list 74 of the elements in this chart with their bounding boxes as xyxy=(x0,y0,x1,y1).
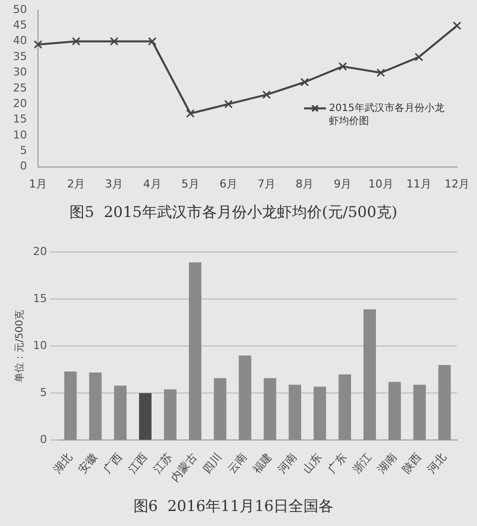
x-tick-label: 湖南 xyxy=(375,450,400,476)
x-tick-label: 4月 xyxy=(143,177,162,190)
x-tick-label: 云南 xyxy=(225,450,250,476)
y-tick-label: 20 xyxy=(32,244,47,258)
text: 图5 2015年武汉市各月份小龙虾均价(元/500克) xyxy=(70,202,398,221)
bar xyxy=(363,309,376,440)
x-tick-label: 四川 xyxy=(200,450,225,476)
bar xyxy=(338,374,352,440)
x-tick-label: 10月 xyxy=(368,177,394,190)
y-tick-label: 15 xyxy=(12,112,27,126)
x-tick-label: 安徽 xyxy=(76,450,100,476)
x-tick-label: 湖北 xyxy=(50,450,75,476)
point xyxy=(110,37,118,46)
x-tick-label: 广东 xyxy=(325,450,350,476)
bar xyxy=(139,393,152,440)
y-tick-label: 35 xyxy=(12,50,27,63)
y-tick-label: 40 xyxy=(12,34,27,48)
bar xyxy=(413,384,426,440)
point xyxy=(414,52,424,62)
bar xyxy=(288,384,302,440)
y-tick-label: 5 xyxy=(40,386,47,400)
bar xyxy=(314,386,326,440)
bar xyxy=(64,372,77,440)
y-tick-label: 0 xyxy=(40,433,47,446)
point xyxy=(376,68,386,78)
x-tick-label: 3月 xyxy=(105,177,124,190)
x-tick-label: 河南 xyxy=(275,450,300,476)
x-tick-label: 7月 xyxy=(258,177,276,190)
bar xyxy=(188,262,202,440)
point xyxy=(300,78,309,86)
x-tick-label: 8月 xyxy=(296,177,314,190)
x-tick-label: 9月 xyxy=(334,177,352,190)
point xyxy=(72,37,80,46)
y-tick-label: 5 xyxy=(20,144,27,157)
y-axis-title: 单位：元/500克 xyxy=(14,310,26,382)
x-tick-label: 山东 xyxy=(300,450,324,476)
bar xyxy=(214,378,226,440)
point xyxy=(262,90,271,99)
x-tick-label: 江西 xyxy=(126,450,150,476)
point xyxy=(224,100,233,108)
x-tick-label: 5月 xyxy=(181,177,200,190)
x-tick-label: 6月 xyxy=(219,177,238,190)
y-tick-label: 20 xyxy=(12,96,27,110)
point xyxy=(148,37,157,46)
bar xyxy=(388,382,401,440)
y-tick-label: 0 xyxy=(20,160,27,173)
x-tick-label: 1月 xyxy=(28,177,47,190)
x-tick-label: 福建 xyxy=(250,450,274,476)
legend-label: 2015年武汉市各月份小龙虾均价图 xyxy=(329,102,444,127)
y-tick-label: 10 xyxy=(12,128,27,142)
y-tick-label: 10 xyxy=(32,338,47,352)
point xyxy=(338,62,348,71)
bar xyxy=(264,378,276,440)
bar xyxy=(164,389,176,440)
y-tick-label: 30 xyxy=(12,66,27,79)
y-tick-label: 15 xyxy=(32,292,47,305)
text: 图6 2016年11月16日全国各 xyxy=(133,496,334,515)
bar xyxy=(114,386,127,440)
x-tick-label: 陕西 xyxy=(400,450,424,476)
point xyxy=(452,21,462,30)
bar xyxy=(438,364,451,440)
bar xyxy=(238,356,252,440)
x-tick-label: 浙江 xyxy=(350,450,374,476)
x-tick-label: 2月 xyxy=(67,177,86,190)
bar xyxy=(89,372,102,440)
y-tick-label: 50 xyxy=(12,2,27,16)
y-tick-label: 25 xyxy=(12,81,27,94)
x-tick-label: 河北 xyxy=(424,450,450,476)
x-tick-label: 广西 xyxy=(100,450,125,476)
y-tick-label: 45 xyxy=(12,18,27,32)
x-tick-label: 11月 xyxy=(406,177,432,190)
x-tick-label: 12月 xyxy=(444,177,470,190)
point xyxy=(186,109,195,118)
point xyxy=(34,40,42,49)
